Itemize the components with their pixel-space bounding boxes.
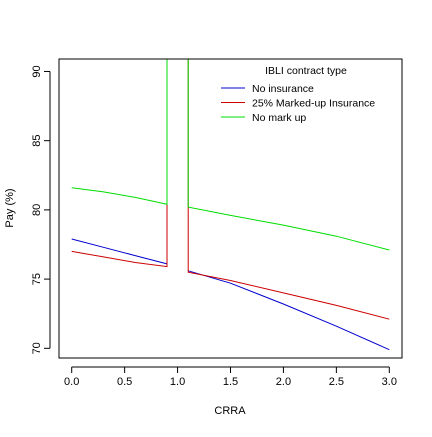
series-layer <box>71 59 390 351</box>
legend-title: IBLI contract type <box>265 65 347 77</box>
x-axis: 0.0 0.5 1.0 1.5 2.0 2.5 3.0 <box>64 366 397 388</box>
y-tick-label: 75 <box>31 273 43 285</box>
y-tick-label: 90 <box>31 65 43 77</box>
legend-label: No mark up <box>252 112 306 124</box>
x-tick-label: 0.0 <box>64 376 79 388</box>
x-tick-label: 1.0 <box>170 376 185 388</box>
series-line-25-marked-up-insurance <box>187 59 390 320</box>
plot-frame <box>58 58 403 359</box>
legend: IBLI contract type No insurance 25% Marked… <box>221 65 375 124</box>
series-line-no-insurance <box>188 270 390 351</box>
x-tick-label: 1.5 <box>223 376 238 388</box>
legend-label: 25% Marked-up Insurance <box>252 98 375 110</box>
series-line-no-mark-up <box>187 59 390 251</box>
x-tick-label: 0.5 <box>117 376 132 388</box>
series-line-no-insurance <box>71 238 168 265</box>
series-line-no-mark-up <box>71 59 168 205</box>
y-tick-label: 70 <box>31 342 43 354</box>
y-tick-label: 80 <box>31 204 43 216</box>
y-tick-label: 85 <box>31 135 43 147</box>
y-axis-title: Pay (%) <box>4 188 16 227</box>
x-tick-label: 2.0 <box>276 376 291 388</box>
y-axis: 70 75 80 85 90 <box>31 65 51 354</box>
x-axis-title: CRRA <box>214 405 246 417</box>
x-tick-label: 3.0 <box>382 376 397 388</box>
x-tick-label: 2.5 <box>329 376 344 388</box>
legend-label: No insurance <box>252 83 314 95</box>
